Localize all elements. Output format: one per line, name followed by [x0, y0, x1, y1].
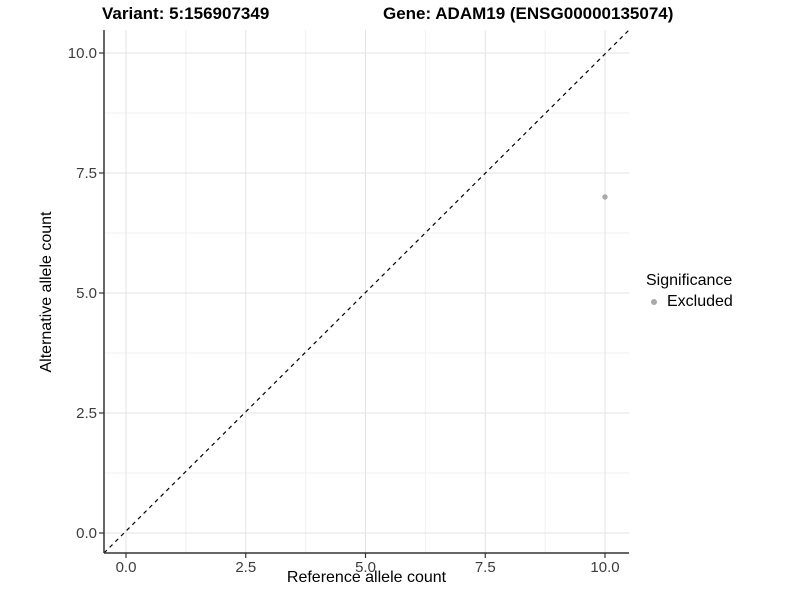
y-tick-label: 10.0 [68, 45, 97, 62]
data-point-excluded [602, 194, 608, 200]
legend-item-label: Excluded [667, 293, 733, 310]
legend-title: Significance [646, 272, 733, 289]
x-tick-label: 2.5 [235, 559, 256, 576]
y-tick-label: 5.0 [76, 285, 97, 302]
x-tick-label: 5.0 [355, 559, 376, 576]
x-tick-label: 10.0 [590, 559, 619, 576]
x-tick-label: 7.5 [475, 559, 496, 576]
legend-item-excluded: Excluded [646, 292, 733, 312]
excluded-point-swatch [651, 299, 657, 305]
y-tick-label: 0.0 [76, 525, 97, 542]
y-tick-label: 7.5 [76, 165, 97, 182]
identity-line [103, 29, 630, 554]
x-axis-title: Reference allele count [286, 569, 447, 586]
plot-title-gene: Gene: ADAM19 (ENSG00000135074) [383, 4, 674, 23]
x-tick-label: 0.0 [116, 559, 137, 576]
plot-title-variant: Variant: 5:156907349 [102, 4, 270, 23]
legend: Significance Excluded [646, 271, 733, 312]
y-tick-label: 2.5 [76, 405, 97, 422]
y-axis-title: Alternative allele count [38, 211, 55, 373]
